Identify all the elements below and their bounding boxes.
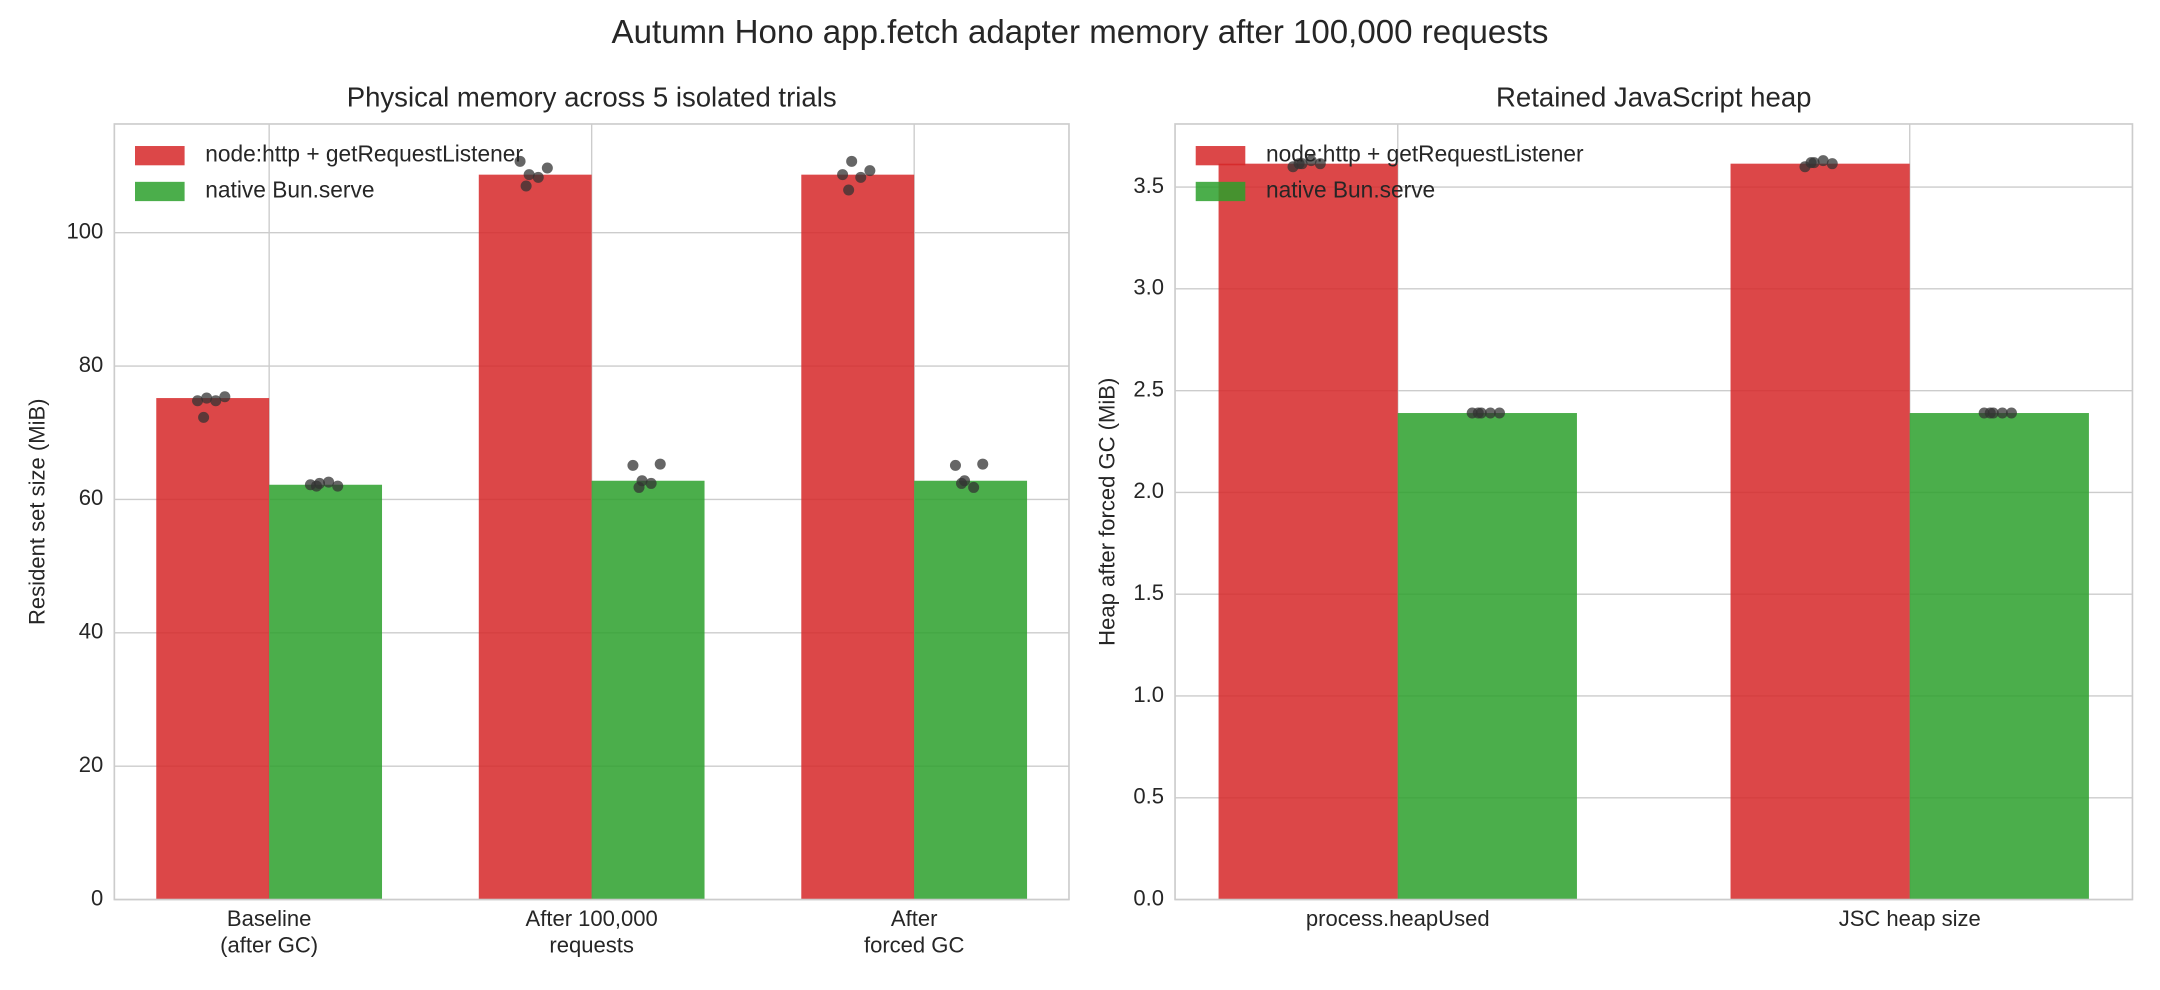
trial-dot: [846, 155, 858, 167]
trial-dot: [2005, 407, 2017, 419]
bar: [269, 484, 383, 900]
subplot-title: Physical memory across 5 isolated trials: [347, 81, 837, 112]
legend-label: node:http + getRequestListener: [1266, 141, 1584, 167]
trial-dot: [949, 459, 961, 471]
y-tick-label: 20: [79, 752, 104, 777]
trial-dot: [514, 155, 526, 167]
legend-swatch: [1195, 181, 1246, 202]
y-tick-label: 3.5: [1133, 173, 1164, 198]
trial-dot: [855, 171, 867, 183]
legend-label: native Bun.serve: [1266, 176, 1435, 202]
trial-dot: [627, 459, 639, 471]
x-tick-label: process.heapUsed: [1306, 906, 1490, 931]
trial-dot: [968, 481, 980, 493]
bar: [478, 174, 592, 900]
trial-dot: [956, 477, 968, 489]
y-axis-label: Resident set size (MiB): [24, 399, 49, 625]
y-tick-label: 3.0: [1133, 275, 1164, 300]
trial-dot: [1305, 155, 1317, 167]
trial-dot: [843, 184, 855, 196]
trial-dot: [1472, 407, 1484, 419]
trial-dot: [201, 392, 213, 404]
x-tick-label: JSC heap size: [1839, 906, 1981, 931]
bar: [1218, 163, 1398, 900]
trial-dot: [1984, 407, 1996, 419]
bar: [591, 480, 705, 900]
x-tick-label: After 100,000 requests: [526, 906, 658, 957]
legend-label: node:http + getRequestListener: [205, 141, 523, 167]
bar: [156, 398, 270, 900]
y-tick-label: 1.5: [1133, 580, 1164, 605]
trial-dot: [1826, 158, 1838, 170]
trial-dot: [219, 391, 231, 403]
trial-dot: [1484, 407, 1496, 419]
trial-dot: [523, 169, 535, 181]
trial-dot: [864, 165, 876, 177]
y-tick-label: 0.5: [1133, 784, 1164, 809]
y-tick-label: 1.0: [1133, 682, 1164, 707]
trial-dot: [1314, 158, 1326, 170]
trial-dot: [1293, 158, 1305, 170]
legend-swatch: [1195, 146, 1246, 166]
trial-dot: [310, 480, 323, 492]
y-tick-label: 0: [91, 885, 103, 910]
bar: [914, 480, 1028, 900]
y-tick-label: 2.0: [1133, 478, 1164, 503]
legend-label: native Bun.serve: [205, 176, 374, 202]
y-tick-label: 2.5: [1133, 376, 1164, 401]
bar: [1397, 413, 1577, 900]
trial-dot: [837, 169, 849, 181]
axes-frame: [1174, 123, 2134, 901]
trial-dot: [654, 458, 666, 470]
y-tick-label: 100: [67, 219, 104, 244]
trial-dot: [977, 458, 989, 470]
trial-dot: [645, 477, 657, 489]
trial-dot: [1493, 407, 1505, 419]
trial-dot: [520, 180, 532, 192]
trial-dot: [1805, 157, 1817, 169]
bar: [1730, 163, 1910, 900]
trial-dot: [541, 162, 553, 174]
trial-dot: [210, 395, 222, 407]
trial-dot: [1996, 407, 2008, 419]
trial-dot: [532, 171, 544, 183]
x-tick-label: After forced GC: [864, 906, 964, 957]
x-tick-label: Baseline (after GC): [220, 906, 318, 957]
y-tick-label: 80: [79, 352, 104, 377]
trial-dot: [323, 476, 335, 488]
trial-dot: [332, 480, 344, 492]
trial-dot: [1817, 155, 1829, 167]
bar: [801, 174, 915, 900]
legend-swatch: [135, 146, 185, 166]
trial-dot: [633, 481, 645, 493]
subplot-title: Retained JavaScript heap: [1496, 81, 1811, 112]
figure-title: Autumn Hono app.fetch adapter memory aft…: [612, 14, 1549, 51]
y-tick-label: 60: [79, 485, 104, 510]
legend-swatch: [135, 181, 185, 202]
trial-dot: [198, 411, 210, 423]
y-tick-label: 40: [79, 619, 104, 644]
trial-dot: [192, 395, 204, 407]
y-axis-label: Heap after forced GC (MiB): [1095, 378, 1120, 646]
axes-frame: [113, 123, 1070, 901]
y-tick-label: 0.0: [1133, 885, 1164, 910]
bar: [1909, 413, 2089, 900]
